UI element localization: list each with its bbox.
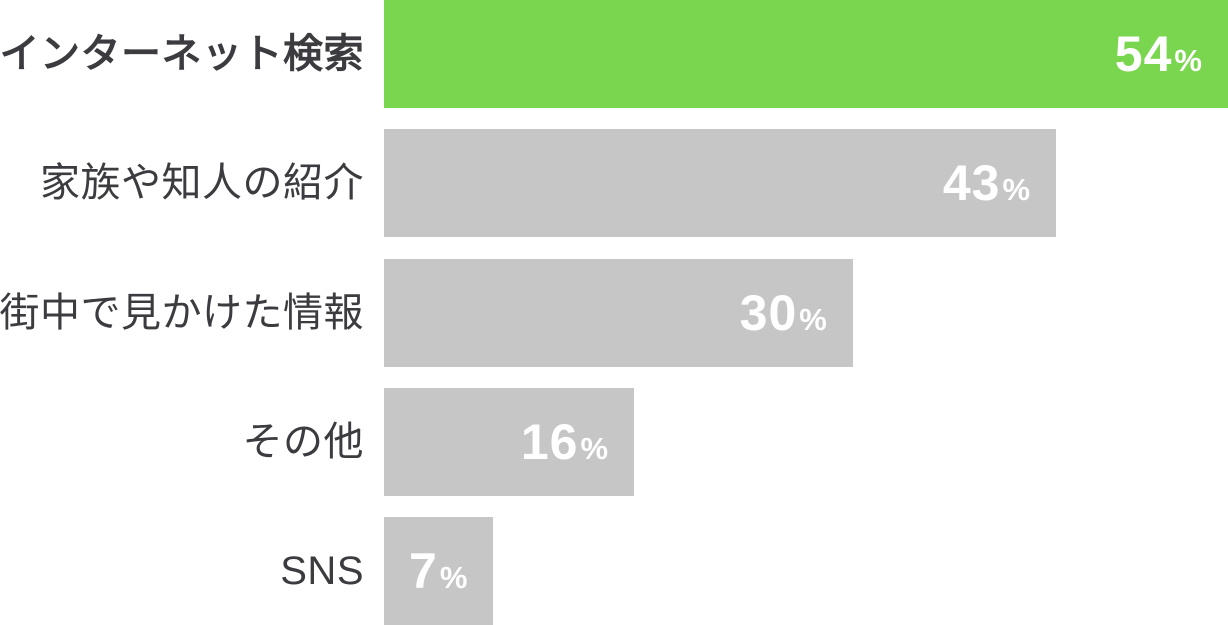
bar-row: インターネット検索 54 % xyxy=(0,0,1228,108)
bar-value: 7 % xyxy=(409,542,467,600)
bar-label: SNS xyxy=(280,549,364,593)
bar: 16 % xyxy=(384,387,635,496)
bar-row: 街中で見かけた情報 30 % xyxy=(0,258,1228,367)
bar-row: SNS 7 % xyxy=(0,517,1228,625)
bar-track: 54 % xyxy=(384,0,1228,108)
bar-value-number: 54 xyxy=(1114,26,1173,82)
bar-value-unit: % xyxy=(1174,43,1202,78)
bar-row: その他 16 % xyxy=(0,387,1228,496)
bar: 30 % xyxy=(384,258,853,367)
bar-value-unit: % xyxy=(439,560,468,595)
bar-label: 家族や知人の紹介 xyxy=(40,161,364,206)
bar-label: その他 xyxy=(242,419,364,464)
bar-track: 16 % xyxy=(384,387,1228,496)
bar-label: 街中で見かけた情報 xyxy=(0,290,364,335)
bar-label: インターネット検索 xyxy=(0,32,364,76)
bar-value-unit: % xyxy=(1002,172,1031,208)
bar-row: 家族や知人の紹介 43 % xyxy=(0,129,1228,238)
bar-value: 16 % xyxy=(521,413,608,471)
bar-value-number: 16 xyxy=(520,413,579,470)
bar-track: 43 % xyxy=(384,129,1228,238)
bar-track: 7 % xyxy=(384,517,1228,625)
bar-value-unit: % xyxy=(799,301,827,337)
bar-value-number: 7 xyxy=(409,543,438,599)
bar: 7 % xyxy=(384,517,494,625)
bar-value-number: 43 xyxy=(942,155,1001,212)
bar-value-number: 30 xyxy=(739,284,798,341)
bar-value-unit: % xyxy=(580,430,609,466)
bar: 54 % xyxy=(384,0,1228,108)
bar-track: 30 % xyxy=(384,258,1228,367)
bar-value: 43 % xyxy=(943,154,1030,212)
bar-value: 54 % xyxy=(1115,25,1202,83)
bar-value: 30 % xyxy=(740,284,827,342)
bar: 43 % xyxy=(384,129,1057,238)
